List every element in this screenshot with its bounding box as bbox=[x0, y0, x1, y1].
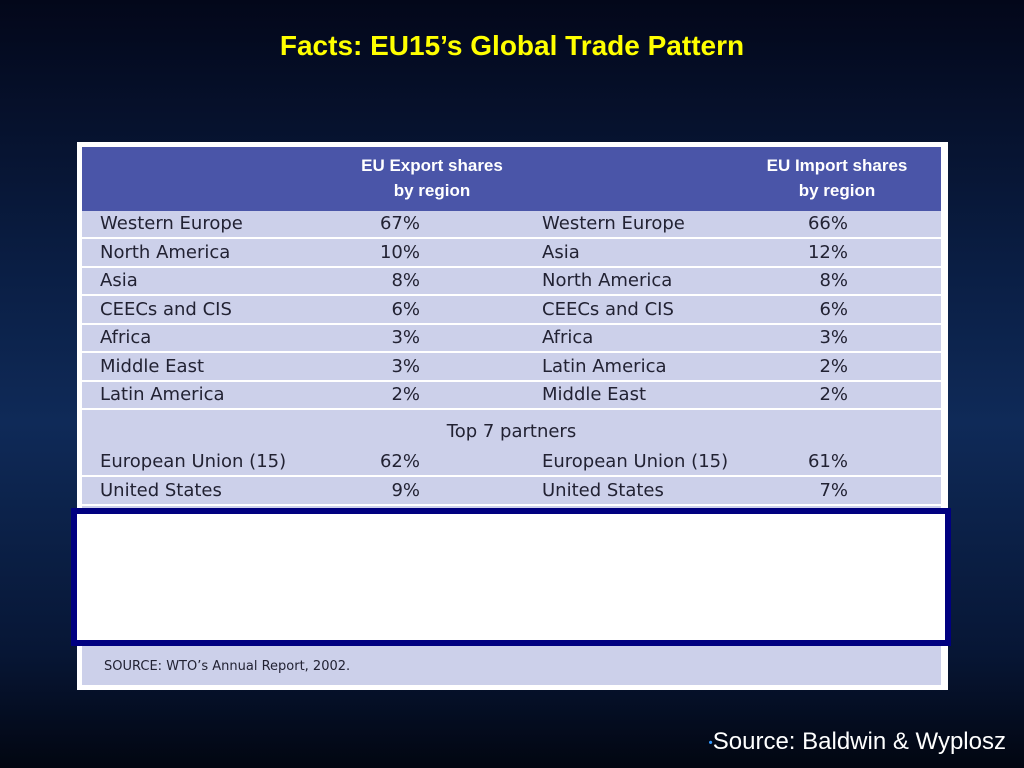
import-region-cell: United States bbox=[542, 479, 664, 501]
export-share-cell: 3% bbox=[391, 327, 420, 348]
bullet-icon: • bbox=[708, 735, 713, 750]
slide-title: Facts: EU15’s Global Trade Pattern bbox=[279, 30, 745, 61]
trade-table-image: EU Export shares by region EU Import sha… bbox=[77, 142, 948, 690]
import-region-cell: CEECs and CIS bbox=[542, 298, 674, 320]
import-region-cell: Africa bbox=[542, 327, 594, 348]
export-share-cell: 9% bbox=[391, 479, 420, 501]
overlay-box bbox=[71, 508, 951, 646]
import-region-cell: Western Europe bbox=[542, 213, 685, 234]
import-share-cell: 7% bbox=[819, 479, 848, 501]
export-share-cell: 67% bbox=[379, 213, 420, 234]
export-region-cell: Latin America bbox=[100, 384, 225, 405]
import-region-cell: European Union (15) bbox=[542, 451, 729, 472]
table-row: North America 10% Asia 12% bbox=[82, 240, 941, 268]
top-partners-label: Top 7 partners bbox=[446, 421, 577, 442]
table-row: CEECs and CIS 6% CEECs and CIS 6% bbox=[82, 297, 941, 325]
export-region-cell: North America bbox=[100, 241, 231, 263]
export-share-cell: 6% bbox=[391, 298, 420, 320]
export-share-cell: 10% bbox=[379, 241, 420, 263]
footer-source: •Source: Baldwin & Wyplosz bbox=[709, 728, 1006, 756]
import-region-cell: Middle East bbox=[542, 384, 647, 405]
import-share-cell: 6% bbox=[819, 298, 848, 320]
export-region-cell: Western Europe bbox=[100, 213, 243, 234]
import-region-cell: Asia bbox=[542, 241, 580, 263]
table-row: European Union (15) 62% European Union (15… bbox=[82, 449, 941, 477]
export-region-cell: Asia bbox=[100, 270, 138, 291]
export-region-cell: United States bbox=[100, 479, 222, 501]
table-row: Middle East 3% Latin America 2% bbox=[82, 354, 941, 382]
import-share-cell: 12% bbox=[807, 241, 848, 263]
export-region-cell: Middle East bbox=[100, 355, 205, 377]
export-share-cell: 62% bbox=[379, 451, 420, 472]
export-share-cell: 8% bbox=[391, 270, 420, 291]
import-share-cell: 61% bbox=[807, 451, 848, 472]
export-region-cell: Africa bbox=[100, 327, 152, 348]
export-shares-header: EU Export shares by region bbox=[361, 156, 503, 200]
table-row: Africa 3% Africa 3% bbox=[82, 325, 941, 353]
import-share-cell: 66% bbox=[807, 213, 848, 234]
export-region-cell: CEECs and CIS bbox=[100, 298, 232, 320]
import-share-cell: 3% bbox=[819, 327, 848, 348]
table-source-note: SOURCE: WTO’s Annual Report, 2002. bbox=[104, 659, 351, 674]
export-region-cell: European Union (15) bbox=[100, 451, 287, 472]
import-region-cell: North America bbox=[542, 270, 673, 291]
table-row: Latin America 2% Middle East 2% bbox=[82, 382, 941, 410]
import-share-cell: 8% bbox=[819, 270, 848, 291]
table-row: Asia 8% North America 8% bbox=[82, 268, 941, 296]
table-row: United States 9% United States 7% bbox=[82, 478, 941, 506]
table-header: EU Export shares by region EU Import sha… bbox=[82, 147, 941, 211]
export-share-cell: 3% bbox=[391, 355, 420, 377]
footer-source-text: Source: Baldwin & Wyplosz bbox=[712, 728, 1006, 755]
import-share-cell: 2% bbox=[819, 384, 848, 405]
import-region-cell: Latin America bbox=[542, 355, 667, 377]
export-share-cell: 2% bbox=[391, 384, 420, 405]
import-share-cell: 2% bbox=[819, 355, 848, 377]
table-row: Western Europe 67% Western Europe 66% bbox=[82, 211, 941, 239]
import-shares-header: EU Import shares by region bbox=[766, 156, 908, 200]
